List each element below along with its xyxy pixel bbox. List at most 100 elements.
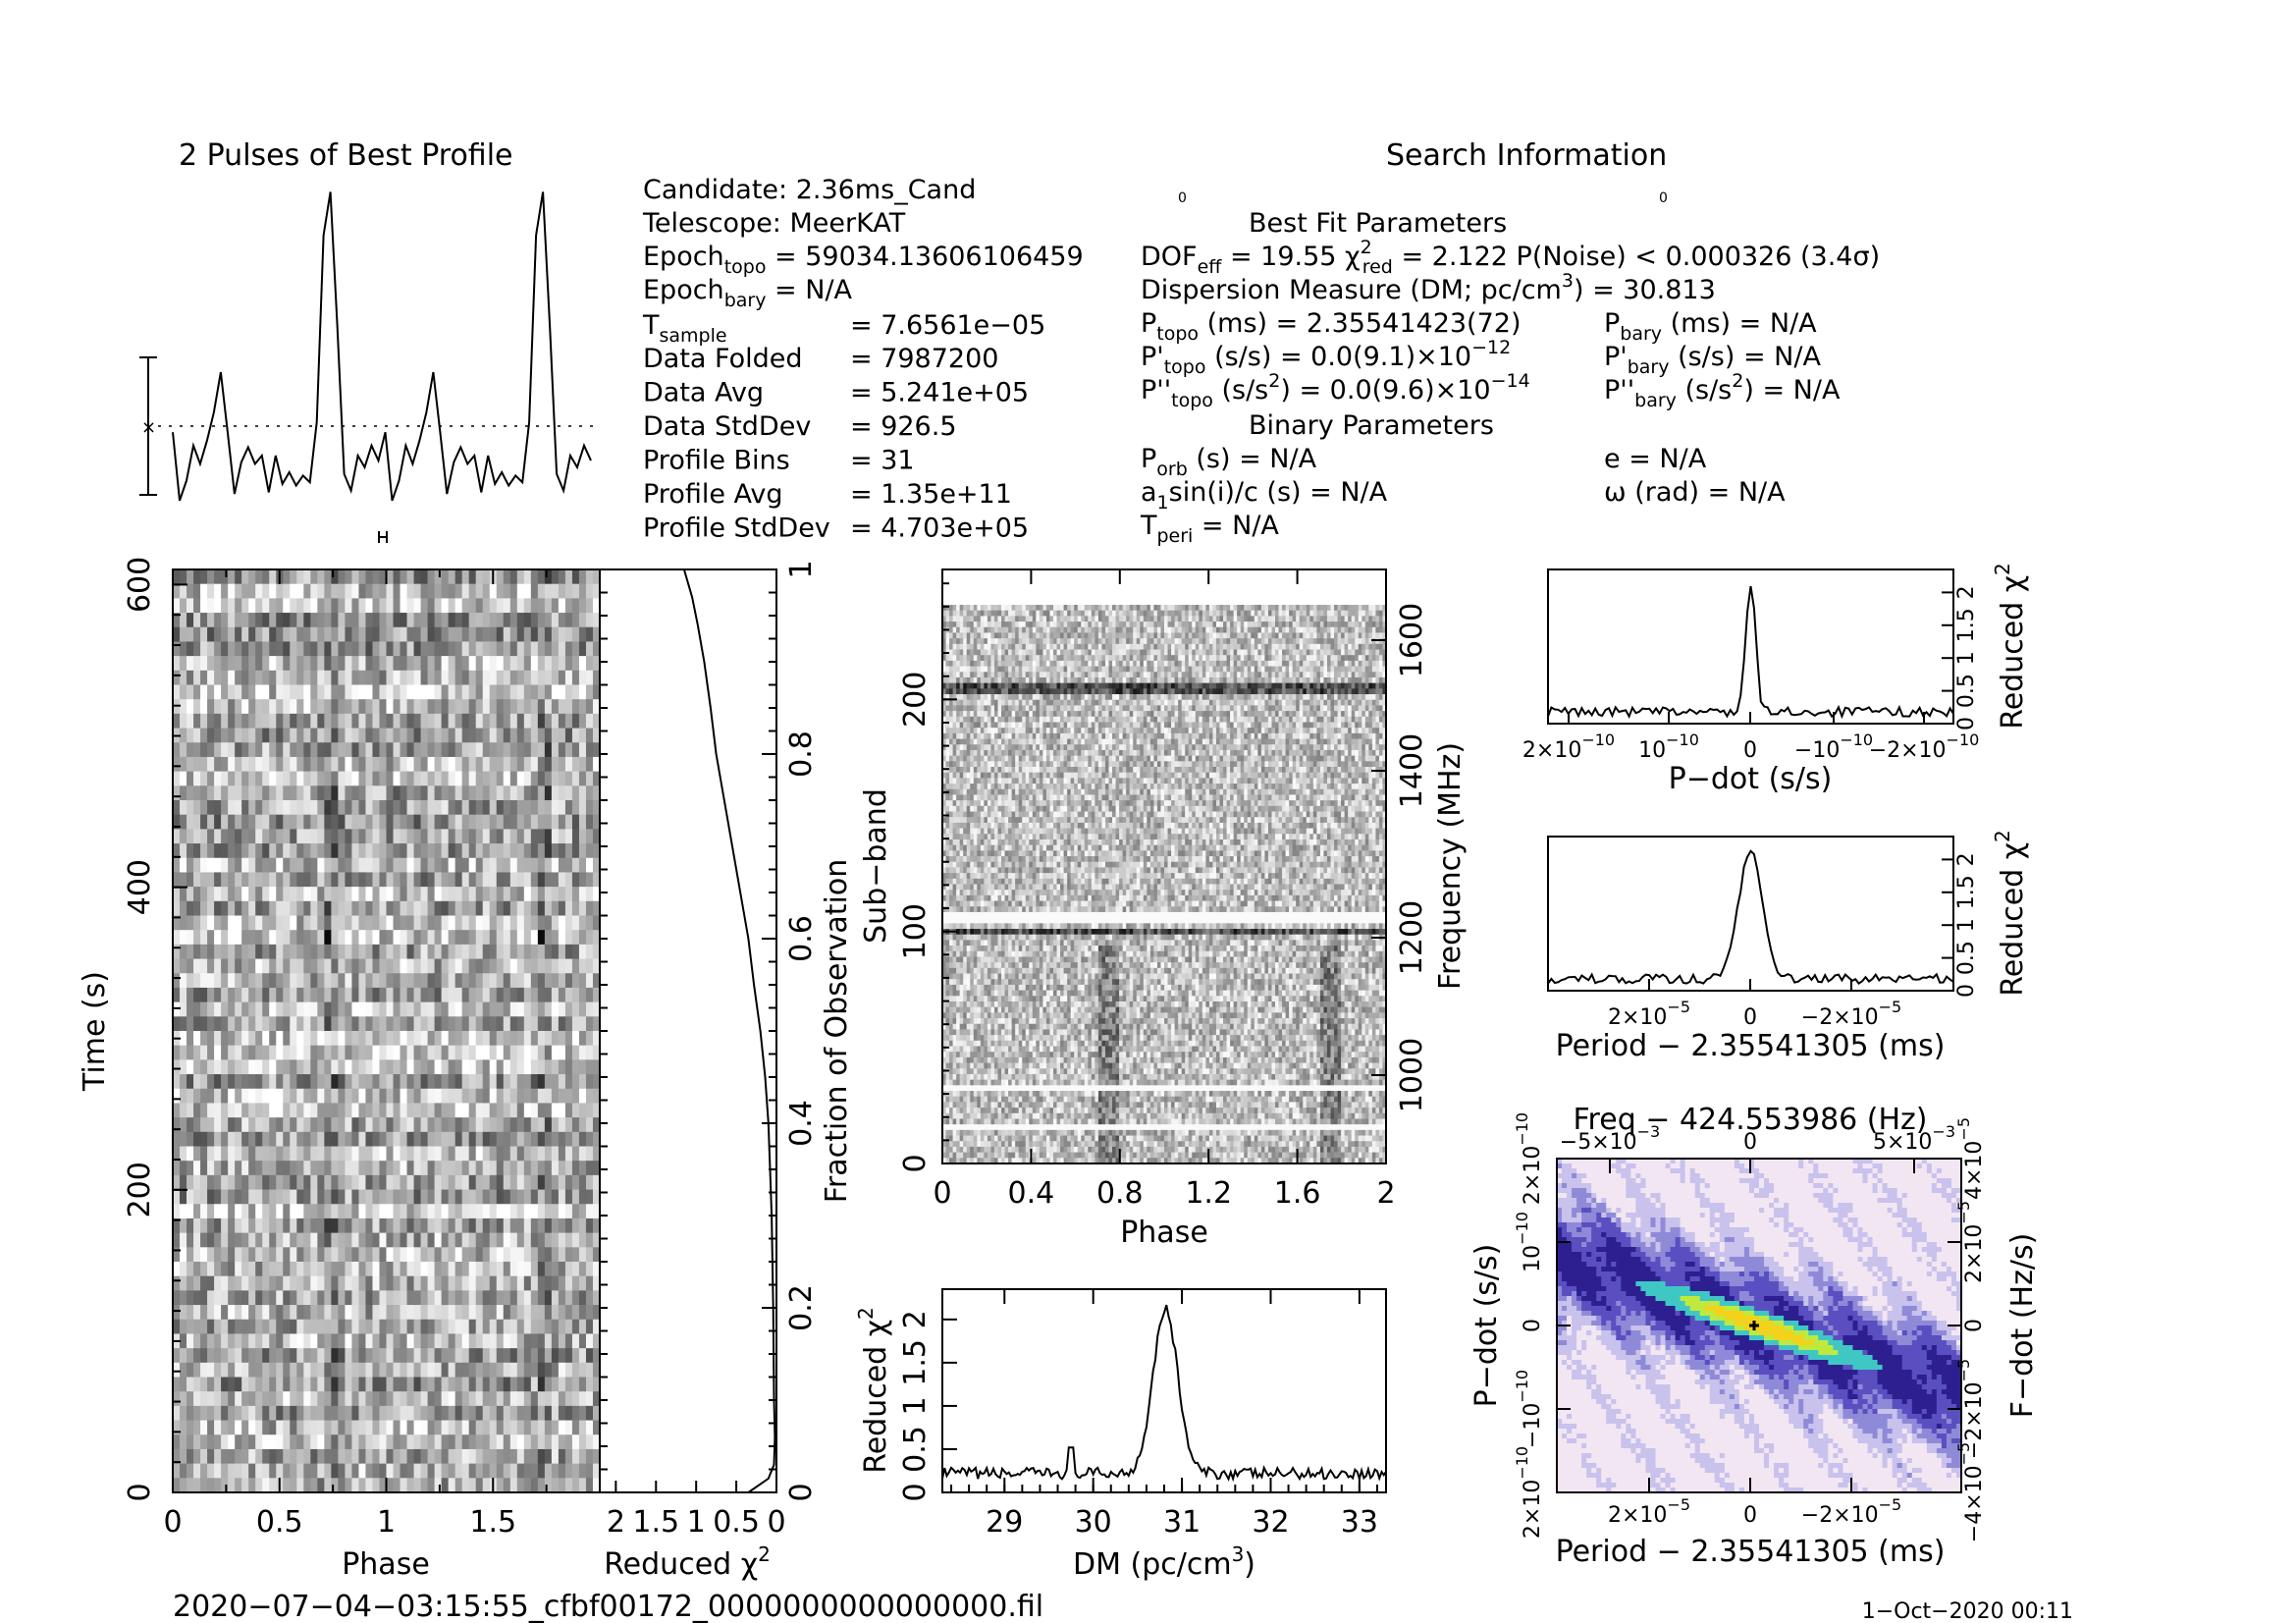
heatmap-cell: [193, 944, 201, 960]
heatmap-cell: [400, 1059, 408, 1075]
heatmap-cell: [241, 613, 249, 628]
heatmap-cell: [386, 699, 395, 715]
heatmap-cell: [516, 958, 525, 974]
heatmap-cell: [1271, 610, 1276, 617]
heatmap-cell: [489, 670, 498, 686]
heatmap-cell: [324, 598, 332, 614]
heatmap-cell: [235, 1478, 242, 1492]
heatmap-cell: [523, 1377, 532, 1392]
heatmap-cell: [530, 1420, 539, 1435]
heatmap-cell: [489, 1059, 498, 1075]
heatmap-cell: [386, 1290, 395, 1306]
heatmap-cell: [1143, 605, 1148, 612]
heatmap-cell: [475, 1275, 484, 1291]
heatmap-cell: [592, 641, 600, 657]
heatmap-cell: [1230, 622, 1235, 628]
heatmap-cell: [448, 1434, 456, 1450]
heatmap-cell: [255, 1103, 263, 1118]
heatmap-cell: [990, 632, 995, 639]
heatmap-cell: [358, 1031, 367, 1047]
heatmap-cell: [193, 1045, 201, 1060]
heatmap-cell: [406, 872, 415, 888]
heatmap-cell: [269, 728, 277, 743]
heatmap-cell: [496, 785, 505, 801]
heatmap-cell: [358, 1146, 367, 1162]
heatmap-cell: [193, 1290, 201, 1306]
heatmap-cell: [1018, 622, 1023, 628]
heatmap-cell: [345, 1074, 353, 1090]
heatmap-cell: [324, 1045, 332, 1060]
heatmap-cell: [516, 670, 525, 686]
heatmap-cell: [475, 583, 484, 599]
heatmap-cell: [269, 656, 277, 672]
heatmap-cell: [386, 1348, 395, 1364]
heatmap-cell: [393, 1059, 401, 1075]
heatmap-cell: [1240, 605, 1245, 612]
heatmap-cell: [262, 1478, 270, 1492]
heatmap-cell: [345, 569, 353, 585]
heatmap-cell: [331, 1362, 339, 1379]
heatmap-cell: [1323, 632, 1328, 639]
heatmap-cell: [255, 1217, 263, 1234]
heatmap-cell: [200, 1189, 208, 1205]
heatmap-cell: [461, 1448, 470, 1465]
heatmap-cell: [1053, 632, 1058, 639]
heatmap-cell: [400, 1217, 408, 1234]
heatmap-cell: [956, 622, 961, 628]
heatmap-cell: [1348, 616, 1353, 622]
heatmap-cell: [255, 930, 263, 946]
heatmap-cell: [400, 843, 408, 859]
heatmap-cell: [578, 1232, 587, 1248]
heatmap-cell: [207, 742, 215, 758]
heatmap-cell: [331, 742, 339, 758]
heatmap-cell: [461, 1348, 470, 1364]
heatmap-cell: [509, 1247, 518, 1263]
heatmap-cell: [530, 814, 539, 830]
heatmap-cell: [228, 684, 236, 700]
heatmap-cell: [324, 1448, 332, 1465]
heatmap-cell: [406, 785, 415, 801]
heatmap-cell: [1167, 610, 1172, 617]
heatmap-cell: [516, 887, 525, 902]
heatmap-cell: [303, 1204, 311, 1219]
heatmap-cell: [1201, 610, 1206, 617]
heatmap-cell: [509, 1262, 518, 1277]
heatmap-cell: [1122, 605, 1127, 612]
heatmap-cell: [262, 1319, 270, 1335]
heatmap-cell: [1039, 622, 1043, 628]
heatmap-cell: [949, 610, 954, 617]
heatmap-cell: [544, 1377, 553, 1392]
heatmap-cell: [365, 1434, 374, 1450]
heatmap-cell: [214, 1232, 222, 1248]
heatmap-cell: [338, 1434, 347, 1450]
heatmap-cell: [1351, 605, 1356, 612]
heatmap-cell: [564, 1059, 573, 1075]
heatmap-cell: [468, 1247, 477, 1263]
heatmap-cell: [207, 1174, 215, 1191]
heatmap-cell: [1025, 626, 1030, 633]
heatmap-cell: [283, 1247, 291, 1263]
heatmap-cell: [468, 728, 477, 743]
heatmap-cell: [400, 1463, 408, 1479]
heatmap-cell: [1042, 610, 1047, 617]
heatmap-cell: [1334, 622, 1339, 628]
chi2-fraction-ylabel: Fraction of Observation: [820, 859, 854, 1203]
heatmap-cell: [564, 1161, 573, 1176]
heatmap-cell: [571, 1305, 580, 1321]
heatmap-cell: [544, 958, 553, 974]
heatmap-cell: [482, 742, 491, 758]
telescope-line: Telescope: MeerKAT: [642, 208, 906, 239]
heatmap-cell: [592, 800, 600, 816]
heatmap-cell: [468, 1362, 477, 1379]
heatmap-cell: [571, 958, 580, 974]
heatmap-cell: [448, 598, 456, 614]
heatmap-cell: [1257, 616, 1262, 622]
heatmap-cell: [441, 872, 450, 888]
heatmap-cell: [338, 626, 347, 643]
heatmap-cell: [200, 1217, 208, 1234]
heatmap-cell: [235, 728, 242, 743]
heatmap-cell: [351, 872, 360, 888]
heatmap-cell: [1364, 626, 1369, 633]
heatmap-cell: [406, 742, 415, 758]
heatmap-cell: [509, 742, 518, 758]
